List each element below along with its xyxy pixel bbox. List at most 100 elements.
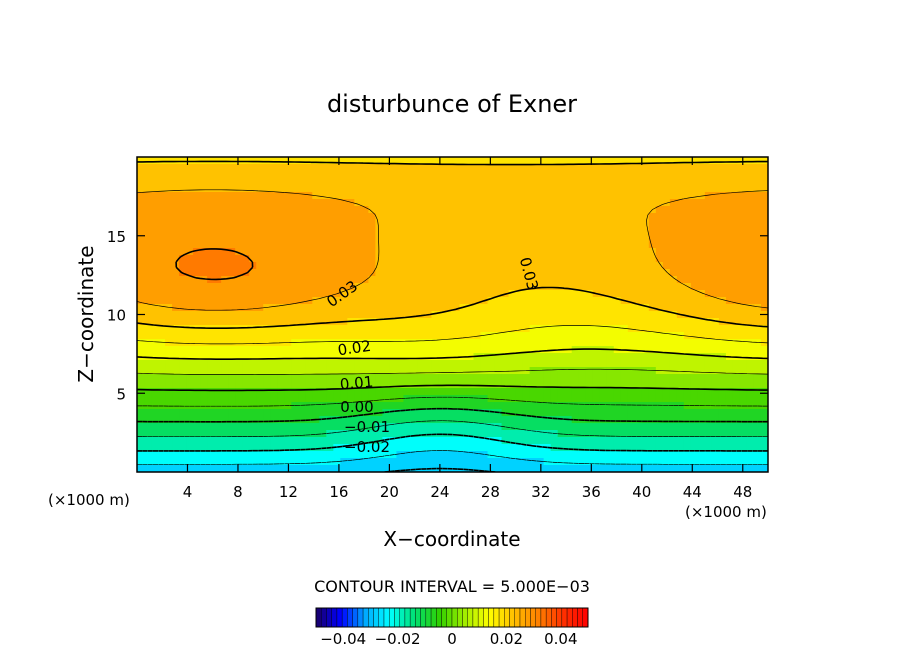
contour-cell bbox=[158, 325, 166, 333]
contour-cell bbox=[291, 241, 299, 249]
contour-cell bbox=[746, 318, 755, 326]
contour-cell bbox=[473, 290, 482, 298]
contour-cell bbox=[648, 248, 657, 256]
contour-cell bbox=[683, 339, 692, 347]
contour-cell bbox=[459, 444, 468, 452]
contour-cell bbox=[235, 178, 243, 186]
contour-cell bbox=[711, 283, 720, 291]
contour-cell bbox=[606, 353, 615, 361]
colorbar-cell bbox=[530, 607, 536, 628]
contour-cell bbox=[529, 409, 538, 417]
contour-cell bbox=[291, 290, 299, 298]
contour-cell bbox=[704, 395, 713, 403]
contour-cell bbox=[599, 444, 608, 452]
contour-cell bbox=[655, 234, 664, 242]
contour-cell bbox=[711, 241, 720, 249]
contour-cell bbox=[298, 213, 306, 221]
contour-cell bbox=[459, 395, 468, 403]
contour-cell bbox=[655, 241, 664, 249]
contour-cell bbox=[179, 290, 187, 298]
contour-cell bbox=[599, 199, 608, 207]
contour-cell bbox=[193, 241, 201, 249]
contour-cell bbox=[515, 206, 524, 214]
contour-cell bbox=[445, 409, 454, 417]
contour-cell bbox=[487, 451, 496, 459]
contour-cell bbox=[697, 185, 706, 193]
contour-cell bbox=[753, 178, 762, 186]
contour-cell bbox=[669, 353, 678, 361]
contour-cell bbox=[522, 332, 531, 340]
contour-cell bbox=[214, 255, 222, 263]
contour-cell bbox=[403, 248, 412, 256]
contour-cell bbox=[480, 185, 489, 193]
contour-cell bbox=[669, 374, 678, 382]
contour-cell bbox=[739, 255, 748, 263]
contour-cell bbox=[536, 437, 545, 445]
contour-cell bbox=[221, 451, 229, 459]
contour-cell bbox=[424, 458, 433, 466]
contour-cell bbox=[242, 346, 250, 354]
contour-cell bbox=[270, 234, 278, 242]
contour-cell bbox=[361, 157, 369, 165]
contour-cell bbox=[144, 339, 152, 347]
contour-cell bbox=[564, 458, 573, 466]
contour-cell bbox=[683, 290, 692, 298]
contour-cell bbox=[669, 325, 678, 333]
contour-cell bbox=[669, 199, 678, 207]
contour-cell bbox=[200, 297, 208, 305]
colorbar-cell bbox=[368, 607, 374, 628]
contour-cell bbox=[137, 346, 145, 354]
contour-cell bbox=[151, 367, 159, 375]
contour-cell bbox=[326, 276, 334, 284]
contour-cell bbox=[725, 241, 734, 249]
contour-cell bbox=[641, 297, 650, 305]
contour-cell bbox=[424, 353, 433, 361]
contour-cell bbox=[207, 185, 215, 193]
contour-cell bbox=[445, 339, 454, 347]
contour-cell bbox=[683, 318, 692, 326]
contour-cell bbox=[186, 423, 194, 431]
contour-cell bbox=[550, 353, 559, 361]
contour-cell bbox=[648, 374, 657, 382]
contour-cell bbox=[494, 325, 503, 333]
contour-cell bbox=[438, 423, 447, 431]
contour-cell bbox=[158, 465, 166, 472]
contour-cell bbox=[501, 227, 510, 235]
contour-cell bbox=[403, 262, 412, 270]
contour-cell bbox=[389, 248, 398, 256]
contour-cell bbox=[193, 465, 201, 472]
contour-cell bbox=[452, 318, 461, 326]
contour-cell bbox=[648, 234, 657, 242]
contour-cell bbox=[340, 353, 348, 361]
contour-cell bbox=[200, 199, 208, 207]
contour-cell bbox=[620, 171, 629, 179]
contour-cell bbox=[578, 332, 587, 340]
contour-cell bbox=[529, 157, 538, 165]
contour-cell bbox=[522, 437, 531, 445]
contour-cell bbox=[522, 164, 531, 172]
contour-cell bbox=[263, 304, 271, 312]
contour-cell bbox=[459, 192, 468, 200]
contour-cell bbox=[438, 318, 447, 326]
contour-cell bbox=[312, 276, 320, 284]
contour-cell bbox=[697, 206, 706, 214]
contour-cell bbox=[431, 388, 440, 396]
contour-cell bbox=[410, 276, 419, 284]
contour-cell bbox=[354, 353, 362, 361]
contour-cell bbox=[368, 213, 376, 221]
contour-cell bbox=[242, 241, 250, 249]
contour-cell bbox=[298, 388, 306, 396]
contour-cell bbox=[592, 374, 601, 382]
contour-cell bbox=[683, 206, 692, 214]
contour-cell bbox=[648, 381, 657, 389]
contour-cell bbox=[256, 346, 264, 354]
contour-cell bbox=[508, 206, 517, 214]
contour-cell bbox=[683, 395, 692, 403]
contour-cell bbox=[256, 192, 264, 200]
contour-cell bbox=[529, 451, 538, 459]
contour-cell bbox=[508, 325, 517, 333]
contour-cell bbox=[711, 374, 720, 382]
contour-cell bbox=[263, 416, 271, 424]
contour-cell bbox=[732, 423, 741, 431]
contour-cell bbox=[676, 409, 685, 417]
